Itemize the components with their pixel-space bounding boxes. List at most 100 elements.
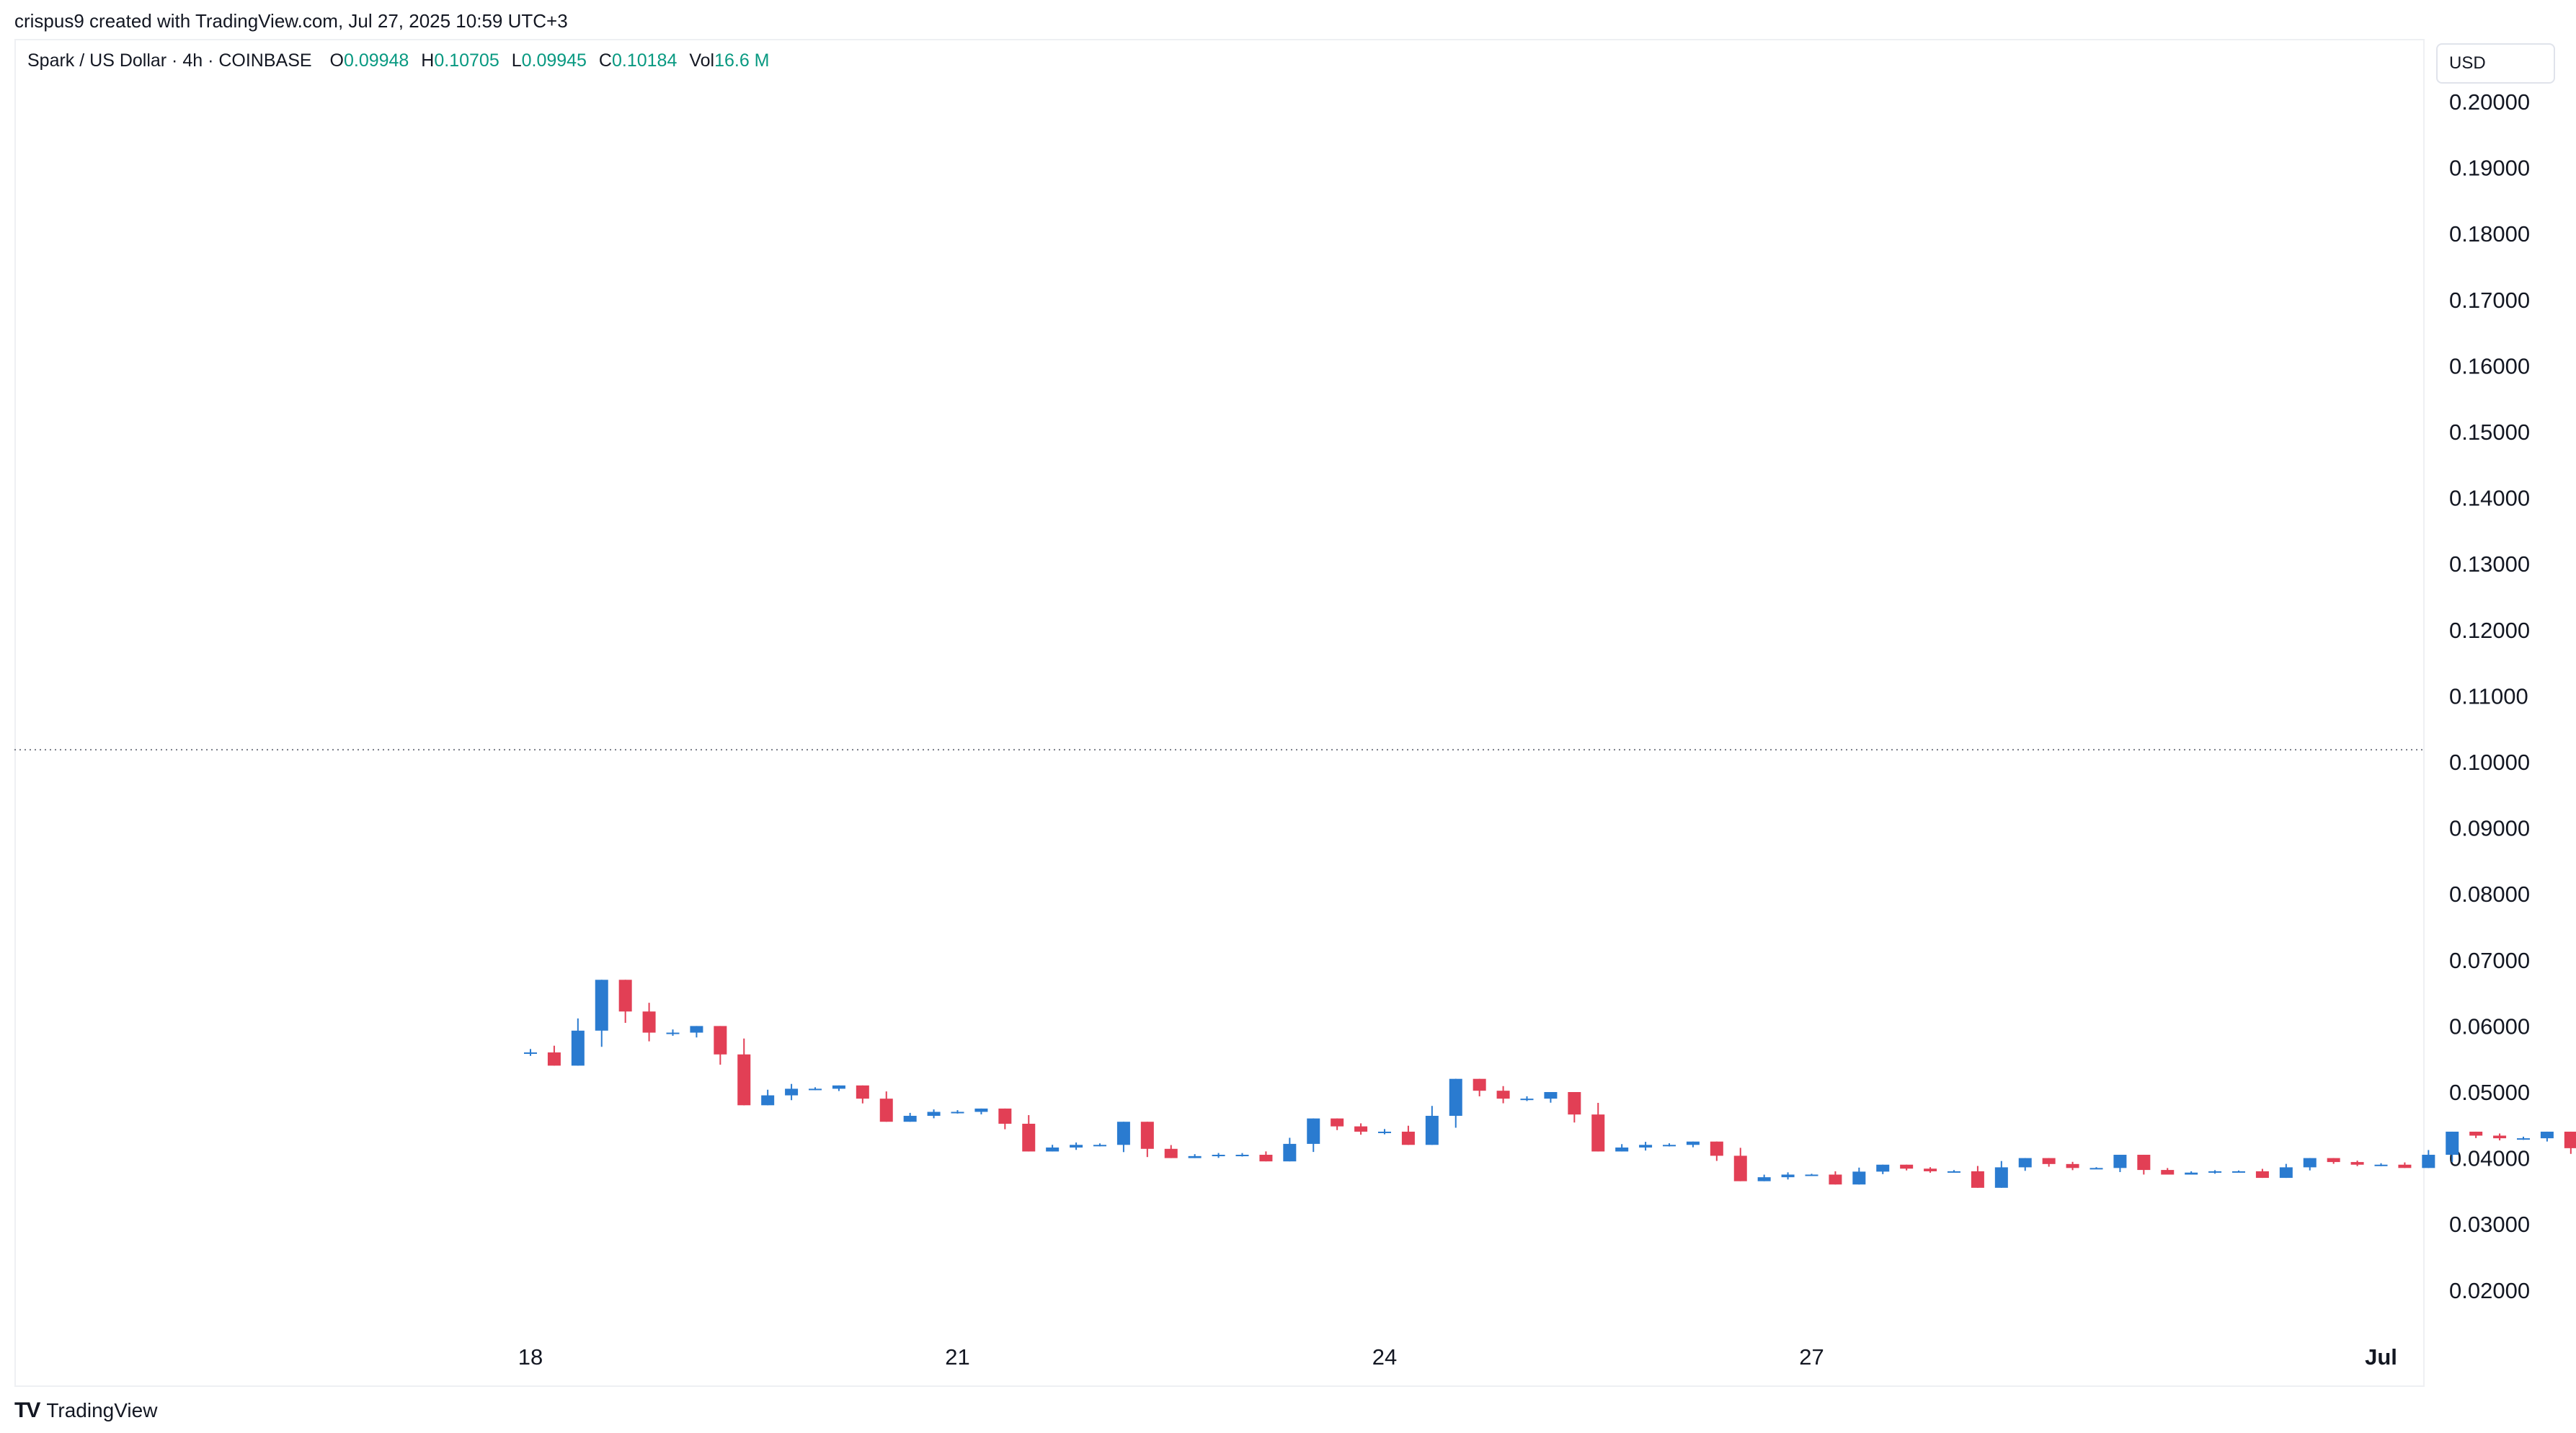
candle-body	[547, 1052, 561, 1066]
x-tick-label: 24	[1372, 1344, 1397, 1370]
x-tick-label: Jul	[2365, 1344, 2397, 1370]
close-value: 0.10184	[611, 50, 678, 71]
chart-credit: crispus9 created with TradingView.com, J…	[14, 10, 568, 32]
y-tick-label: 0.09000	[2449, 816, 2530, 841]
close-key: C	[598, 50, 612, 71]
candle-body	[571, 1030, 585, 1066]
x-tick-label: 18	[518, 1344, 543, 1370]
y-tick-label: 0.20000	[2449, 89, 2530, 115]
candle-body	[2422, 1155, 2435, 1168]
candle-body	[2255, 1171, 2269, 1179]
candle-body	[1378, 1131, 1391, 1133]
candle-body	[927, 1112, 941, 1116]
candle-body	[2232, 1171, 2245, 1173]
candle-body	[1449, 1078, 1462, 1116]
high-value: 0.10705	[434, 50, 499, 71]
candle-body	[2208, 1171, 2222, 1173]
brand-name: TradingView	[46, 1399, 158, 1421]
candle-body	[618, 980, 632, 1012]
candle-body	[1924, 1168, 1937, 1171]
x-tick-label: 27	[1799, 1344, 1824, 1370]
candle-body	[2303, 1158, 2317, 1168]
candle-body	[2137, 1155, 2151, 1171]
volume-key: Vol	[689, 50, 715, 71]
candle-body	[690, 1026, 703, 1033]
candle-body	[595, 980, 608, 1031]
candle-body	[1781, 1174, 1795, 1178]
y-tick-label: 0.17000	[2449, 288, 2530, 313]
y-tick-label: 0.03000	[2449, 1212, 2530, 1237]
y-tick-label: 0.16000	[2449, 353, 2530, 378]
candle-body	[2185, 1172, 2198, 1175]
currency-button[interactable]: USD	[2436, 43, 2555, 84]
candle-body	[2540, 1131, 2554, 1139]
candle-body	[998, 1108, 1012, 1124]
candle-body	[2398, 1164, 2412, 1168]
candle-body	[2493, 1135, 2507, 1139]
candle-body	[2279, 1167, 2293, 1179]
tradingview-brand[interactable]: TV TradingView	[14, 1398, 157, 1423]
y-tick-label: 0.04000	[2449, 1146, 2530, 1171]
y-tick-label: 0.14000	[2449, 486, 2530, 511]
candle-body	[1663, 1145, 1676, 1147]
candle-body	[1046, 1147, 1060, 1152]
y-tick-label: 0.08000	[2449, 882, 2530, 907]
candle-body	[1544, 1092, 1558, 1099]
candle-body	[1425, 1115, 1439, 1145]
tradingview-logo-icon: TV	[14, 1398, 40, 1422]
candle-body	[1947, 1171, 1960, 1173]
candle-body	[761, 1095, 775, 1106]
y-tick-label: 0.12000	[2449, 618, 2530, 643]
candle-body	[2327, 1158, 2340, 1163]
low-value: 0.09945	[521, 50, 587, 71]
candle-body	[1852, 1171, 1866, 1185]
volume-value: 16.6 M	[714, 50, 770, 71]
candle-body	[785, 1088, 799, 1096]
candle-body	[642, 1011, 656, 1033]
candle-body	[1615, 1147, 1629, 1152]
symbol-title: Spark / US Dollar · 4h · COINBASE	[27, 50, 312, 71]
candle-body	[832, 1085, 845, 1089]
candle-body	[1710, 1141, 1723, 1156]
candle-body	[2161, 1170, 2175, 1175]
candle-body	[1283, 1143, 1297, 1162]
chart-pane[interactable]	[14, 39, 2425, 1387]
y-tick-label: 0.05000	[2449, 1080, 2530, 1105]
candle-body	[1354, 1126, 1368, 1132]
high-key: H	[421, 50, 435, 71]
candle-body	[856, 1085, 869, 1099]
candle-body	[1568, 1092, 1581, 1115]
candle-body	[1164, 1148, 1178, 1158]
candle-body	[1496, 1091, 1510, 1099]
candle-body	[903, 1115, 917, 1122]
candle-body	[2113, 1155, 2127, 1168]
candle-body	[1212, 1155, 1225, 1157]
candle-body	[879, 1099, 893, 1122]
candle-body	[1876, 1164, 1890, 1172]
candle-body	[1070, 1145, 1083, 1148]
candle-body	[2066, 1163, 2079, 1168]
candle-body	[1971, 1171, 1984, 1188]
y-tick-label: 0.10000	[2449, 750, 2530, 775]
candle-body	[2517, 1138, 2530, 1140]
candle-body	[1994, 1167, 2008, 1188]
candle-body	[2564, 1131, 2576, 1148]
candle-body	[951, 1112, 964, 1114]
y-tick-label: 0.07000	[2449, 948, 2530, 973]
candle-body	[1829, 1174, 1842, 1185]
candle-body	[1520, 1099, 1534, 1101]
y-tick-label: 0.02000	[2449, 1278, 2530, 1303]
candle-body	[1093, 1145, 1106, 1147]
candle-body	[2469, 1131, 2483, 1136]
candle-body	[1140, 1122, 1154, 1149]
y-tick-label: 0.06000	[2449, 1013, 2530, 1039]
candle-body	[1757, 1177, 1771, 1181]
candle-body	[1591, 1114, 1605, 1152]
candle-body	[714, 1026, 727, 1055]
y-tick-label: 0.18000	[2449, 221, 2530, 247]
candle-body	[2089, 1168, 2103, 1170]
candle-body	[1235, 1155, 1249, 1157]
candle-body	[666, 1032, 680, 1034]
candle-body	[974, 1108, 988, 1112]
